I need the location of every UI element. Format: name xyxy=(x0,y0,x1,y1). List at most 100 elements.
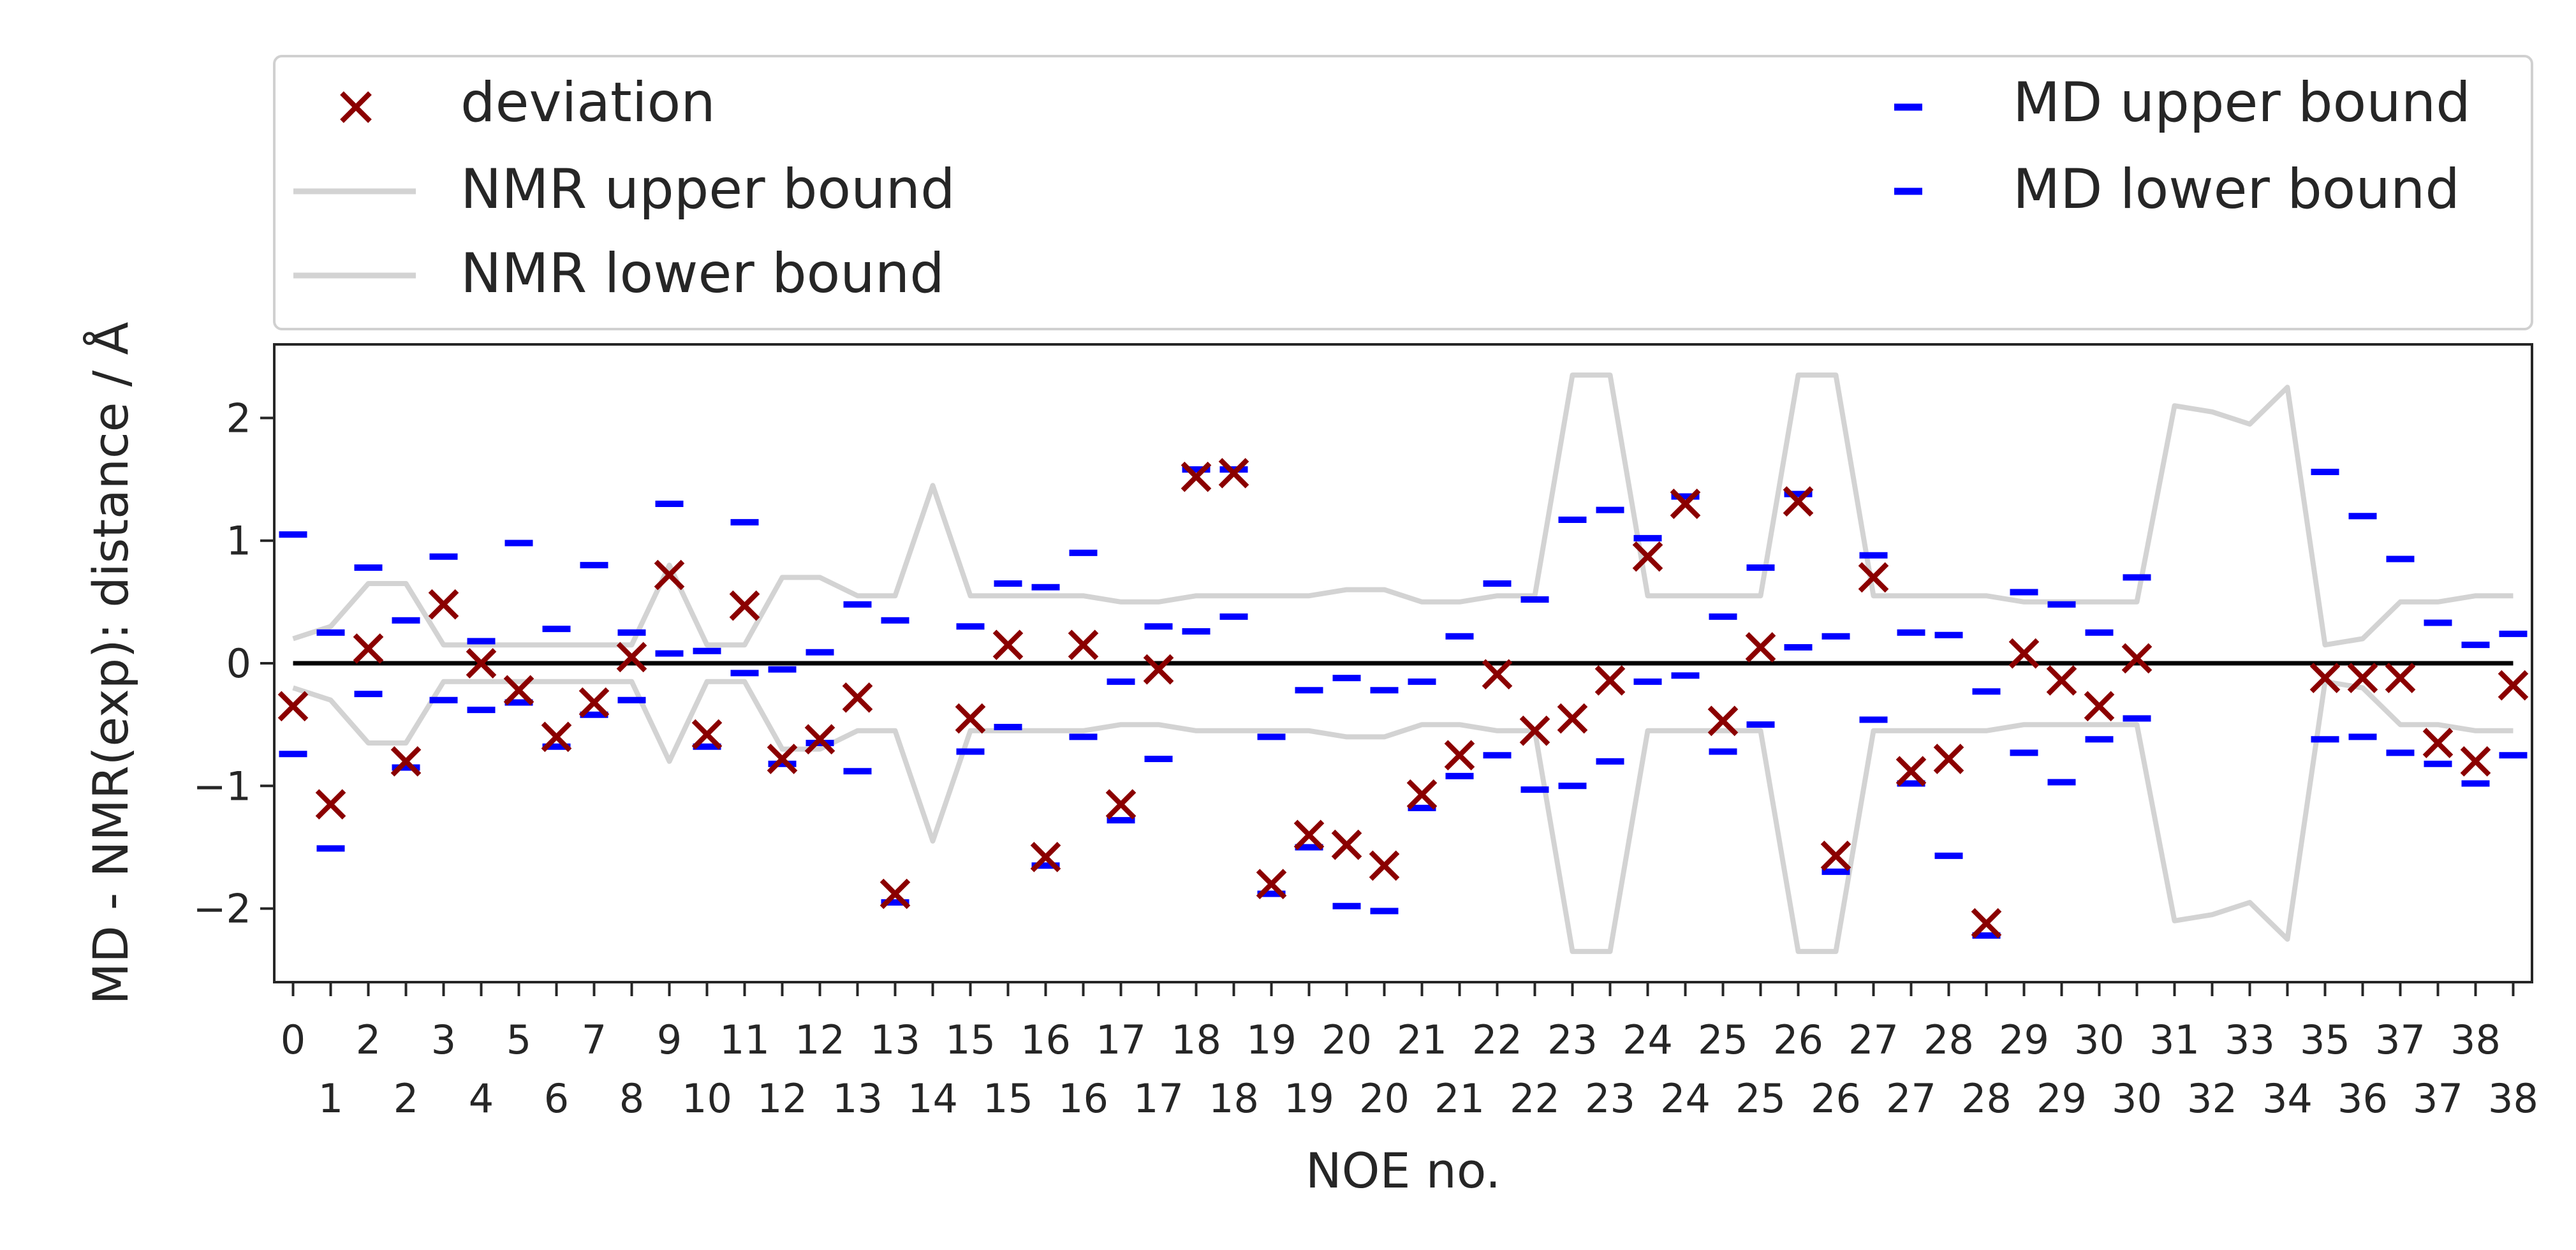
x-tick-label: 23 xyxy=(1547,1017,1598,1063)
deviation-point xyxy=(1482,659,1513,690)
deviation-point xyxy=(503,675,534,706)
x-tick-label: 24 xyxy=(1660,1075,1711,1122)
y-tick-label: −2 xyxy=(193,886,251,932)
deviation-point xyxy=(691,719,723,750)
deviation-point xyxy=(353,633,384,664)
x-tick-label: 30 xyxy=(2074,1017,2124,1063)
deviation-point xyxy=(2046,665,2077,696)
deviation-point xyxy=(1369,850,1400,881)
deviation-point xyxy=(2084,691,2115,722)
deviation-point xyxy=(842,682,873,713)
x-tick-label: 14 xyxy=(908,1075,958,1122)
x-tick-label: 19 xyxy=(1246,1017,1297,1063)
x-tick-label: 20 xyxy=(1321,1017,1372,1063)
x-tick-label: 18 xyxy=(1209,1075,1259,1122)
x-tick-label: 17 xyxy=(1096,1017,1146,1063)
x-tick-label: 28 xyxy=(1961,1075,2012,1122)
deviation-point xyxy=(1933,744,1964,774)
x-tick-label: 13 xyxy=(832,1075,883,1122)
deviation-point xyxy=(1444,740,1475,771)
deviation-point xyxy=(1030,842,1061,872)
x-tick-label: 20 xyxy=(1359,1075,1409,1122)
x-tick-label: 1 xyxy=(318,1075,343,1122)
deviation-point xyxy=(1331,829,1362,860)
x-tick-label: 25 xyxy=(1735,1075,1786,1122)
y-tick-label: 2 xyxy=(226,395,251,441)
x-tick-label: 22 xyxy=(1510,1075,1560,1122)
x-tick-label: 9 xyxy=(657,1017,682,1063)
deviation-point xyxy=(729,590,760,621)
x-tick-label: 27 xyxy=(1886,1075,1936,1122)
y-tick-label: −1 xyxy=(193,763,251,809)
x-tick-label: 5 xyxy=(506,1017,531,1063)
deviation-point xyxy=(1256,869,1287,899)
deviation-point xyxy=(2422,728,2454,758)
deviation-point xyxy=(277,691,309,722)
legend-label-md-lower: MD lower bound xyxy=(2013,158,2460,221)
x-tick-label: 29 xyxy=(2036,1075,2087,1122)
legend-marker-deviation xyxy=(340,91,372,123)
x-tick-label: 15 xyxy=(983,1075,1033,1122)
legend-frame xyxy=(273,55,2533,330)
x-tick-label: 0 xyxy=(281,1017,305,1063)
deviation-point xyxy=(1406,779,1438,810)
x-tick-label: 4 xyxy=(469,1075,494,1122)
x-ticks: 0122345678910111212131314151516161717181… xyxy=(281,982,2538,1122)
x-tick-label: 28 xyxy=(1924,1017,1974,1063)
deviation-point xyxy=(616,642,647,673)
deviation-point xyxy=(1858,562,1889,593)
deviation-point xyxy=(1143,654,1174,685)
y-tick-label: 0 xyxy=(226,640,251,687)
x-tick-label: 24 xyxy=(1623,1017,1673,1063)
deviation-point xyxy=(1820,841,1851,871)
y-ticks: −2 −1 0 1 2 xyxy=(193,395,274,932)
deviation-point xyxy=(1594,665,1626,696)
legend-label-nmr-upper: NMR upper bound xyxy=(460,158,955,221)
x-tick-label: 2 xyxy=(356,1017,381,1063)
x-tick-label: 33 xyxy=(2225,1017,2275,1063)
deviation-point xyxy=(541,721,572,753)
deviation-point xyxy=(955,703,986,734)
deviation-point xyxy=(1707,705,1739,737)
x-tick-label: 38 xyxy=(2488,1075,2538,1122)
x-tick-label: 19 xyxy=(1284,1075,1334,1122)
x-tick-label: 15 xyxy=(945,1017,996,1063)
x-tick-label: 6 xyxy=(544,1075,569,1122)
x-tick-label: 25 xyxy=(1698,1017,1748,1063)
x-tick-label: 31 xyxy=(2149,1017,2200,1063)
x-tick-label: 29 xyxy=(1999,1017,2049,1063)
x-tick-label: 26 xyxy=(1811,1075,1861,1122)
x-tick-label: 30 xyxy=(2112,1075,2162,1122)
x-tick-label: 18 xyxy=(1171,1017,1221,1063)
legend-entry-md-upper: MD upper bound xyxy=(1894,71,2471,135)
x-tick-label: 22 xyxy=(1472,1017,1522,1063)
deviation-point xyxy=(1293,820,1325,851)
x-tick-label: 10 xyxy=(682,1075,732,1122)
x-tick-label: 16 xyxy=(1058,1075,1108,1122)
x-tick-label: 38 xyxy=(2450,1017,2501,1063)
x-tick-label: 35 xyxy=(2300,1017,2350,1063)
legend-label-nmr-lower: NMR lower bound xyxy=(460,242,945,305)
deviation-point xyxy=(804,724,835,755)
x-tick-label: 12 xyxy=(795,1017,845,1063)
x-tick-label: 11 xyxy=(719,1017,770,1063)
x-tick-label: 13 xyxy=(870,1017,920,1063)
deviation-point xyxy=(767,744,798,774)
legend-entry-nmr-lower: NMR lower bound xyxy=(293,242,945,305)
deviation-point xyxy=(1745,632,1776,663)
deviation-point xyxy=(2385,663,2416,693)
deviation-point xyxy=(2309,663,2341,693)
x-tick-label: 21 xyxy=(1434,1075,1485,1122)
legend-entry-nmr-upper: NMR upper bound xyxy=(293,158,955,221)
deviation-point xyxy=(1670,489,1701,519)
nmr-lower-bound-line xyxy=(292,679,2513,954)
y-axis-label: MD - NMR(exp): distance / Å xyxy=(82,322,139,1005)
x-tick-label: 32 xyxy=(2187,1075,2237,1122)
deviation-point xyxy=(2347,663,2378,693)
deviation-point xyxy=(466,648,497,679)
nmr-upper-bound-line xyxy=(292,372,2513,648)
deviation-point xyxy=(1218,458,1249,489)
deviation-point xyxy=(390,746,422,777)
deviation-point xyxy=(880,878,911,909)
legend-entry-deviation: deviation xyxy=(340,71,716,135)
